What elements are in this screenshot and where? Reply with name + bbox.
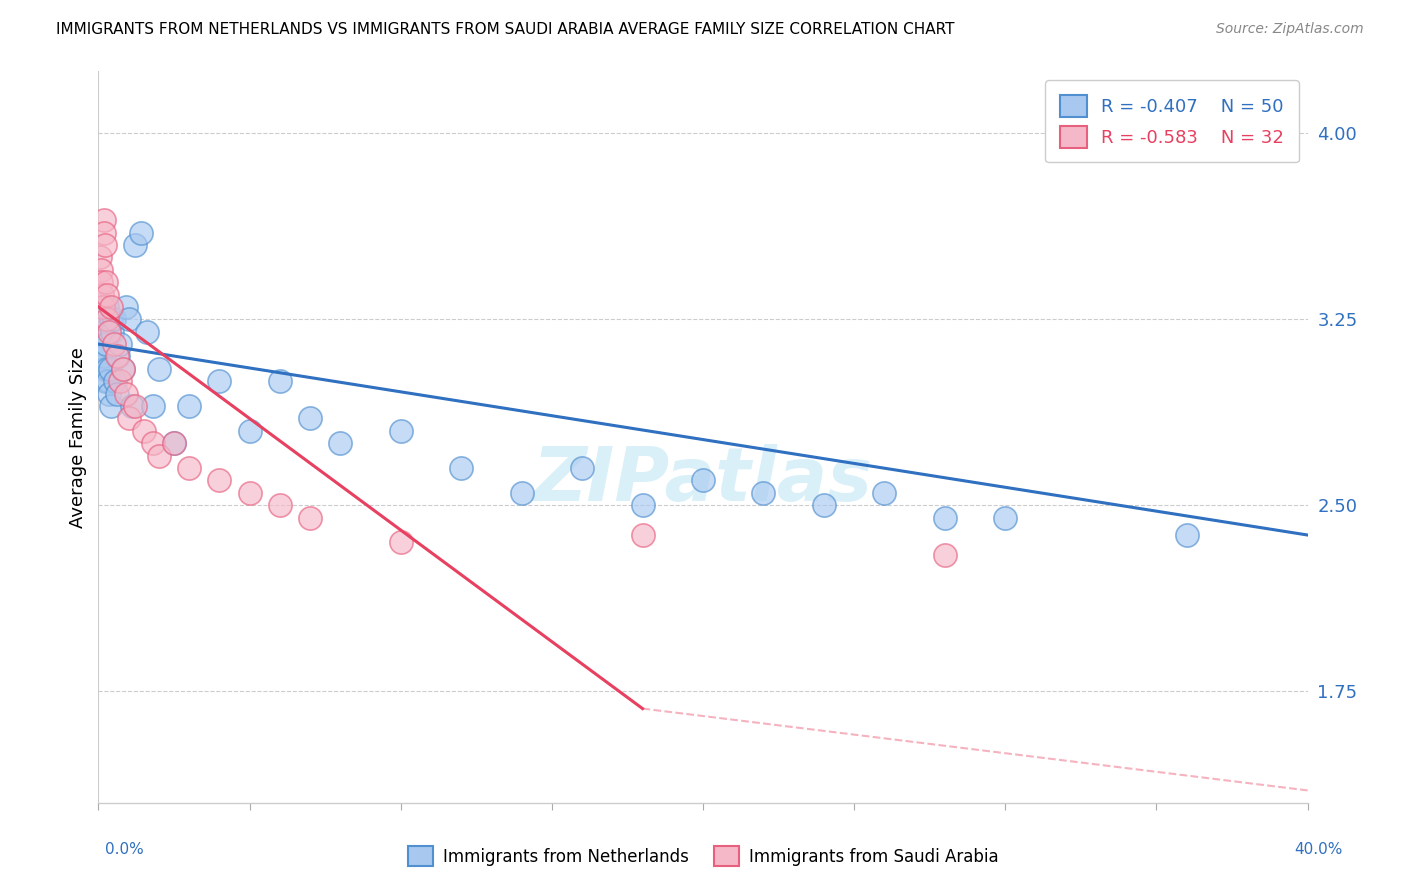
Point [269, 498, 291, 512]
Point [98, 386, 121, 401]
Text: IMMIGRANTS FROM NETHERLANDS VS IMMIGRANTS FROM SAUDI ARABIA AVERAGE FAMILY SIZE : IMMIGRANTS FROM NETHERLANDS VS IMMIGRANT… [56, 22, 955, 37]
Point [104, 374, 127, 388]
Point [98, 362, 121, 376]
Point [94, 275, 117, 289]
Point [96, 287, 118, 301]
Point [163, 436, 186, 450]
Point [179, 399, 201, 413]
Point [148, 362, 170, 376]
Point [93, 226, 115, 240]
Point [994, 510, 1017, 524]
Point [107, 350, 129, 364]
Point [389, 424, 412, 438]
Point [299, 411, 322, 425]
Point [163, 436, 186, 450]
Text: 0.0%: 0.0% [105, 842, 145, 856]
Point [108, 374, 131, 388]
Point [103, 312, 125, 326]
Point [132, 424, 155, 438]
Point [91, 312, 114, 326]
Point [90, 350, 112, 364]
Text: Source: ZipAtlas.com: Source: ZipAtlas.com [1216, 22, 1364, 37]
Point [100, 399, 122, 413]
Point [142, 399, 165, 413]
Point [111, 362, 134, 376]
Point [934, 510, 956, 524]
Point [94, 337, 117, 351]
Point [90, 337, 112, 351]
Point [93, 213, 115, 227]
Point [179, 461, 201, 475]
Point [111, 362, 134, 376]
Point [135, 325, 157, 339]
Point [97, 374, 120, 388]
Legend: R = -0.407    N = 50, R = -0.583    N = 32: R = -0.407 N = 50, R = -0.583 N = 32 [1045, 80, 1299, 162]
Point [114, 300, 136, 314]
Point [93, 350, 115, 364]
Text: 40.0%: 40.0% [1295, 842, 1343, 856]
Point [299, 510, 322, 524]
Point [103, 337, 125, 351]
Point [89, 300, 111, 314]
Text: ZIPatlas: ZIPatlas [533, 444, 873, 517]
Point [96, 300, 118, 314]
Point [208, 474, 231, 488]
Y-axis label: Average Family Size: Average Family Size [69, 347, 87, 527]
Point [571, 461, 593, 475]
Point [90, 262, 112, 277]
Point [208, 374, 231, 388]
Point [129, 226, 152, 240]
Point [1175, 528, 1198, 542]
Point [94, 238, 117, 252]
Point [100, 312, 122, 326]
Point [114, 386, 136, 401]
Point [91, 300, 114, 314]
Legend: Immigrants from Netherlands, Immigrants from Saudi Arabia: Immigrants from Netherlands, Immigrants … [401, 839, 1005, 873]
Point [813, 498, 835, 512]
Point [148, 449, 170, 463]
Point [100, 300, 122, 314]
Point [93, 362, 115, 376]
Point [873, 486, 896, 500]
Point [450, 461, 472, 475]
Point [108, 337, 131, 351]
Point [631, 528, 654, 542]
Point [105, 386, 128, 401]
Point [118, 312, 141, 326]
Point [692, 474, 714, 488]
Point [269, 374, 291, 388]
Point [98, 325, 121, 339]
Point [124, 399, 146, 413]
Point [239, 486, 262, 500]
Point [124, 238, 146, 252]
Point [239, 424, 262, 438]
Point [510, 486, 533, 500]
Point [142, 436, 165, 450]
Point [121, 399, 143, 413]
Point [118, 411, 141, 425]
Point [94, 374, 117, 388]
Point [329, 436, 352, 450]
Point [96, 312, 118, 326]
Point [91, 325, 114, 339]
Point [91, 287, 114, 301]
Point [631, 498, 654, 512]
Point [389, 535, 412, 549]
Point [752, 486, 775, 500]
Point [934, 548, 956, 562]
Point [101, 325, 124, 339]
Point [105, 350, 128, 364]
Point [89, 250, 111, 264]
Point [96, 362, 118, 376]
Point [90, 275, 112, 289]
